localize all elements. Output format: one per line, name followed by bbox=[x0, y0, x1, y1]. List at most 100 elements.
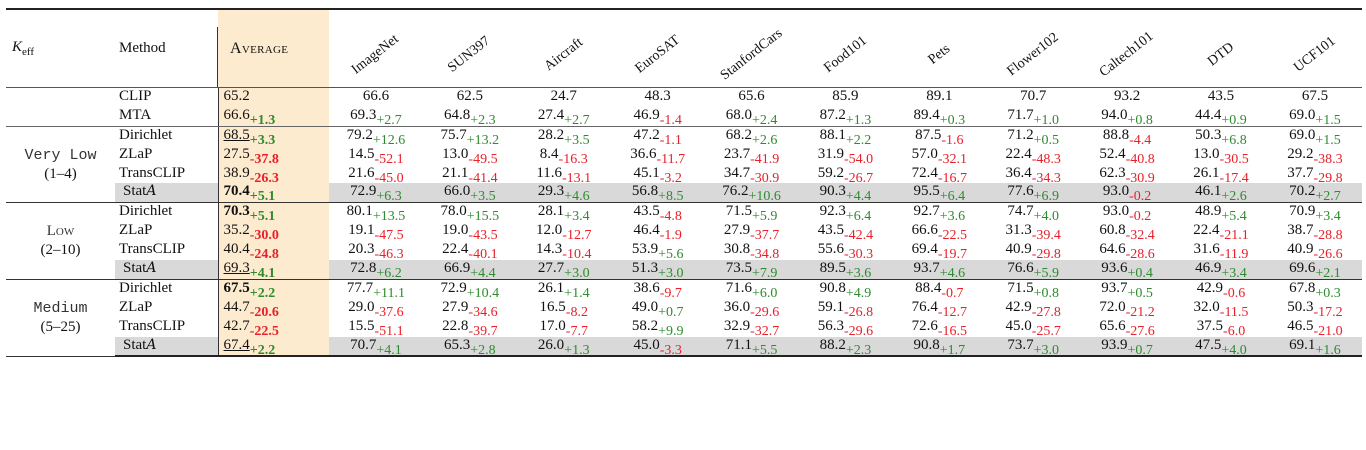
score-value: 66.6 bbox=[362, 88, 390, 104]
score-value: 64.8 bbox=[444, 106, 471, 123]
delta-value: -26.6 bbox=[1313, 247, 1343, 263]
score-value: 71.5 bbox=[1007, 279, 1034, 296]
table-row: TransCLIP 42.7-22.5 15.5-51.1 22.8-39.7 17.0… bbox=[6, 317, 1362, 339]
score-value: 68.2 bbox=[725, 126, 752, 143]
score-value: 88.4 bbox=[915, 279, 942, 296]
delta-value: +5.1 bbox=[249, 209, 276, 225]
delta-value: -41.9 bbox=[750, 151, 780, 167]
score-value: 71.7 bbox=[1007, 106, 1034, 123]
delta-value: -22.5 bbox=[937, 228, 968, 244]
score-value: 19.0 bbox=[442, 222, 469, 239]
delta-value: -37.8 bbox=[249, 151, 279, 167]
table-row: TransCLIP 38.9-26.3 21.6-45.0 21.1-41.4 11.6… bbox=[6, 164, 1362, 186]
delta-value: -40.8 bbox=[1125, 151, 1155, 167]
delta-value: -0.2 bbox=[1129, 209, 1152, 225]
score-value: 65.2 bbox=[223, 88, 250, 104]
score-value: 29.2 bbox=[1287, 145, 1314, 162]
score-cell: 47.5+4.0 bbox=[1174, 336, 1268, 358]
table-row: CLIP 65.2 66.6 62.5 24.7 48.3 65.6 85.9 89.1 70.7… bbox=[6, 87, 1362, 107]
dataset-header: Flower102 bbox=[986, 8, 1081, 88]
delta-value: +0.7 bbox=[1127, 342, 1153, 358]
score-cell: 22.4-40.1 bbox=[423, 241, 517, 262]
score-value: 22.4 bbox=[442, 241, 469, 258]
delta-value: -10.4 bbox=[562, 247, 592, 263]
score-cell: 38.7-28.8 bbox=[1268, 222, 1362, 243]
delta-value: +3.0 bbox=[1033, 342, 1060, 358]
average-cell: 69.3+4.1 bbox=[217, 260, 330, 282]
score-cell: 8.4-16.3 bbox=[517, 146, 611, 167]
delta-value: +6.4 bbox=[845, 209, 872, 225]
score-value: 27.4 bbox=[537, 106, 565, 123]
score-value: 70.7 bbox=[1020, 88, 1047, 104]
score-value: 40.9 bbox=[1005, 241, 1032, 258]
delta-value: -8.2 bbox=[565, 304, 588, 320]
score-value: 19.1 bbox=[348, 222, 375, 239]
delta-value: +10.6 bbox=[748, 189, 781, 205]
average-cell: 70.3+5.1 bbox=[217, 202, 330, 225]
delta-value: +13.2 bbox=[466, 132, 500, 148]
table-row: ZLaP 27.5-37.8 14.5-52.1 13.0-49.5 8.4-16.3 3… bbox=[6, 145, 1362, 167]
score-value: 28.2 bbox=[537, 126, 565, 143]
method-name: Dirichlet bbox=[119, 126, 173, 143]
delta-value: +4.1 bbox=[249, 266, 276, 282]
delta-value: -45.0 bbox=[374, 170, 404, 186]
delta-value: -21.2 bbox=[1125, 304, 1155, 320]
score-value: 88.8 bbox=[1102, 126, 1130, 143]
delta-value: -22.5 bbox=[249, 323, 279, 339]
score-cell: 71.6+6.0 bbox=[705, 279, 799, 301]
delta-value: -25.7 bbox=[1031, 323, 1061, 339]
delta-value: +13.5 bbox=[372, 209, 406, 225]
score-value: 66.9 bbox=[444, 260, 471, 277]
score-cell: 76.4-12.7 bbox=[892, 299, 986, 320]
score-cell: 27.9-34.6 bbox=[423, 299, 517, 320]
score-cell: 93.0-0.2 bbox=[1080, 203, 1174, 225]
score-cell: 31.3-39.4 bbox=[986, 222, 1080, 243]
score-value: 47.5 bbox=[1195, 336, 1222, 353]
score-cell: 34.7-30.9 bbox=[705, 165, 799, 186]
score-value: 69.3 bbox=[350, 106, 377, 123]
score-value: 43.5 bbox=[633, 203, 660, 220]
score-cell: 59.2-26.7 bbox=[798, 165, 892, 186]
delta-value: +2.7 bbox=[1315, 189, 1341, 205]
delta-value: -46.3 bbox=[374, 247, 404, 263]
table-row: MTA 66.6+1.3 69.3+2.7 64.8+2.3 27.4+2.7 46.9-… bbox=[6, 106, 1362, 128]
score-value: 24.7 bbox=[550, 88, 577, 104]
score-value: 46.1 bbox=[1195, 183, 1222, 200]
delta-value: -37.6 bbox=[374, 304, 404, 320]
score-cell: 46.5-21.0 bbox=[1268, 318, 1362, 339]
score-cell: 67.8+0.3 bbox=[1268, 279, 1362, 301]
score-value: 93.7 bbox=[913, 260, 940, 277]
score-cell: 13.0-49.5 bbox=[423, 146, 517, 167]
score-value: 48.9 bbox=[1195, 203, 1222, 220]
delta-value: +0.8 bbox=[1127, 112, 1153, 128]
score-cell: 22.4-21.1 bbox=[1174, 222, 1268, 243]
delta-value: +4.4 bbox=[845, 189, 872, 205]
score-value: 67.8 bbox=[1289, 279, 1316, 296]
delta-value: -24.8 bbox=[249, 247, 279, 263]
score-cell: 69.3+2.7 bbox=[329, 106, 423, 128]
delta-value: +4.0 bbox=[1221, 342, 1247, 358]
score-cell: 68.0+2.4 bbox=[704, 106, 799, 128]
score-cell: 51.3+3.0 bbox=[610, 260, 705, 281]
score-value: 72.4 bbox=[911, 164, 938, 181]
average-cell: 70.4+5.1 bbox=[217, 183, 330, 204]
dataset-header: ImageNet bbox=[329, 8, 423, 88]
score-cell: 87.2+1.3 bbox=[798, 106, 893, 128]
score-value: 22.4 bbox=[1005, 145, 1032, 162]
method-name: StatA bbox=[115, 183, 219, 204]
score-cell: 73.5+7.9 bbox=[704, 260, 799, 281]
score-value: 90.8 bbox=[819, 279, 846, 296]
score-cell: 24.7 bbox=[517, 88, 611, 107]
k-eff-group-label: Low (2–10) bbox=[6, 202, 116, 280]
score-value: 30.8 bbox=[723, 241, 751, 258]
method-name: TransCLIP bbox=[119, 164, 186, 181]
table-row: Medium (5–25) Dirichlet 67.5+2.2 77.7+11.1 72… bbox=[6, 279, 1362, 357]
score-cell: 60.8-32.4 bbox=[1080, 222, 1174, 243]
score-value: 29.0 bbox=[348, 298, 375, 315]
score-value: 40.9 bbox=[1287, 241, 1314, 258]
score-cell: 70.9+3.4 bbox=[1268, 203, 1362, 224]
score-value: 27.5 bbox=[223, 145, 250, 162]
score-cell: 66.9+4.4 bbox=[422, 260, 517, 281]
score-value: 72.9 bbox=[350, 183, 377, 200]
score-value: 71.1 bbox=[725, 336, 752, 353]
